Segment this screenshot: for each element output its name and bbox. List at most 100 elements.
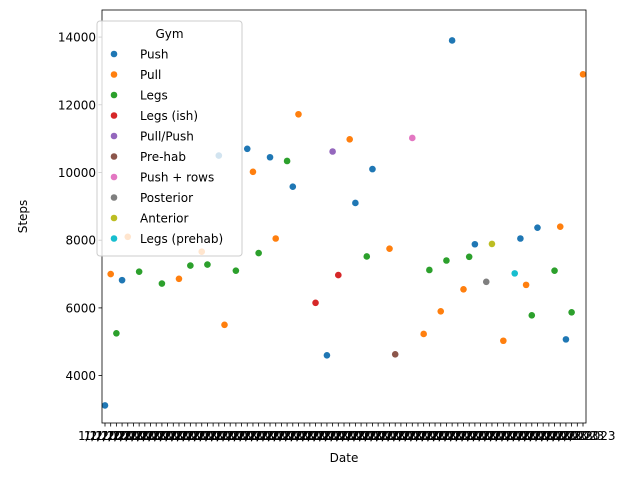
point-legs [551,267,558,274]
point-pull [386,245,393,252]
x-tick-label: 1/2/2023 [306,429,360,443]
point-legs-ish [335,271,342,279]
x-tick-label: 1/2/2023 [368,429,422,443]
y-tick-label: 4000 [65,369,96,383]
point-legs [426,266,433,274]
x-tick-label: 1/2/2023 [357,429,411,443]
point-pull [500,337,507,345]
x-tick-label: 1/2/2023 [141,429,195,443]
point-legs [135,268,143,275]
point-anterior [488,240,496,248]
x-tick-label: 1/2/2023 [522,429,576,443]
x-tick-label: 1/2/2023 [533,429,587,443]
x-tick-label: 1/2/2023 [283,429,337,443]
x-tick-label: 1/2/2023 [249,429,303,443]
point-legs [232,267,240,274]
x-tick-label: 1/2/2023 [272,429,326,443]
x-tick-label: 1/2/2023 [101,429,155,443]
x-tick-label: 1/2/2023 [425,429,479,443]
y-tick-label: 12000 [58,98,96,112]
point-legs [568,309,575,316]
x-tick-label: 1/2/2023 [539,429,593,443]
legend-label: Anterior [140,212,189,226]
x-tick-label: 1/2/2023 [351,429,405,443]
x-axis-ticks: 1/2/20231/2/20231/2/20231/2/20231/2/2023… [78,423,616,443]
point-legs [443,257,450,264]
point-posterior [482,278,490,286]
y-axis-label: Steps [16,200,30,234]
x-tick-label: 1/2/2023 [459,429,513,443]
point-pull [437,307,445,315]
data-points [101,37,587,409]
x-tick-label: 1/2/2023 [209,429,263,443]
point-push [517,235,524,242]
point-push [266,153,274,161]
x-tick-label: 1/2/2023 [215,429,269,443]
legend-marker [110,71,118,78]
x-tick-label: 1/2/2023 [317,429,371,443]
x-tick-label: 1/2/2023 [511,429,565,443]
x-tick-label: 1/2/2023 [311,429,365,443]
x-tick-label: 1/2/2023 [380,429,434,443]
x-tick-label: 1/2/2023 [106,429,160,443]
y-tick-label: 6000 [65,301,96,315]
x-tick-label: 1/2/2023 [203,429,257,443]
point-push [352,199,359,207]
x-tick-label: 1/2/2023 [78,429,132,443]
x-tick-label: 1/2/2023 [454,429,508,443]
x-tick-label: 1/2/2023 [198,429,252,443]
point-pull [221,321,228,329]
x-tick-label: 1/2/2023 [112,429,166,443]
x-tick-label: 1/2/2023 [499,429,553,443]
point-push [471,240,479,248]
point-push [448,37,456,44]
x-tick-label: 2023 [585,429,616,443]
y-tick-label: 14000 [58,31,96,45]
x-tick-label: 1/2/2023 [505,429,559,443]
x-axis-label: Date [330,451,359,465]
legend-marker [110,235,118,242]
x-tick-label: 1/2/2023 [328,429,382,443]
legend-label: Pull [140,68,161,82]
legend-marker [110,112,118,119]
point-push [323,351,331,359]
point-legs-ish [312,299,319,307]
x-tick-label: 1/2/2023 [476,429,530,443]
x-tick-label: 1/2/2023 [334,429,388,443]
x-tick-label: 1/2/2023 [437,429,491,443]
x-tick-label: 1/2/2023 [146,429,200,443]
point-push [369,165,376,173]
x-tick-label: 1/2/2023 [471,429,525,443]
x-tick-label: 1/2/2023 [254,429,308,443]
x-tick-label: 1/2/2023 [124,429,178,443]
legend-label: Pre-hab [140,150,186,164]
point-legs [187,262,194,269]
x-tick-label: 1/2/2023 [186,429,240,443]
x-tick-label: 1/2/2023 [414,429,468,443]
y-tick-label: 10000 [58,166,96,180]
legend-label: Posterior [140,191,193,205]
x-tick-label: 1/2/2023 [419,429,473,443]
x-tick-label: 1/2/2023 [232,429,286,443]
x-tick-label: 1/2/2023 [493,429,547,443]
legend-marker [110,50,118,58]
legend-marker [110,91,118,99]
point-legs [204,261,211,268]
x-tick-label: 1/2/2023 [163,429,217,443]
x-tick-label: 1/2/2023 [180,429,234,443]
legend-label: Pull/Push [140,130,194,144]
point-pre-hab [391,350,399,358]
point-pull [579,71,587,78]
x-tick-label: 1/2/2023 [226,429,280,443]
point-pull [346,136,353,143]
x-tick-label: 1/2/2023 [260,429,314,443]
point-pull [249,168,257,176]
point-legs [528,312,536,319]
legend-label: Legs [140,89,168,103]
x-tick-label: 1/2/2023 [402,429,456,443]
x-tick-label: 1/2/2023 [277,429,331,443]
x-tick-label: 1/2/2023 [363,429,417,443]
x-tick-label: 1/2/2023 [169,429,223,443]
legend-box [96,20,243,257]
